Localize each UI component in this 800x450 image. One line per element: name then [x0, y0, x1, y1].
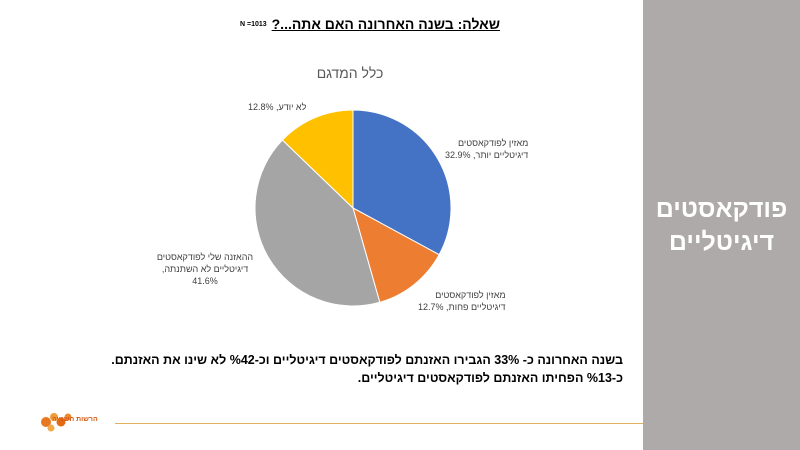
slice-label-less: מאזין לפודקאסטים דיגיטליים פחות, 12.7% — [418, 290, 506, 312]
slice-more — [352, 109, 452, 256]
slice-label-dont-know: לא יודע, 12.8% — [248, 102, 307, 112]
panel-title-line2: דיגיטליים — [668, 228, 775, 256]
summary-line1: בשנה האחרונה כ- 33% הגבירו האזנתם לפודקא… — [111, 353, 623, 367]
summary-text: בשנה האחרונה כ- 33% הגבירו האזנתם לפודקא… — [40, 351, 623, 387]
side-panel: פודקאסטים דיגיטליים — [643, 0, 800, 450]
footer-divider — [115, 423, 643, 424]
summary-line2: כ-%13 הפחיתו האזנתם לפודקאסטים דיגיטליים… — [357, 371, 623, 385]
slice-label-unchanged: ההאזנה שלי לפודקאסטים דיגיטליים לא השתנת… — [156, 252, 254, 286]
sample-size-label: N =1013 — [240, 21, 267, 28]
pie-chart — [254, 109, 452, 307]
question-heading: שאלה: בשנה האחרונה האם אתה...? — [271, 16, 500, 32]
chart-title: כלל המדגם — [316, 65, 384, 81]
slice-unchanged — [254, 139, 381, 307]
slice-dont-know — [281, 109, 354, 210]
panel-title-line1: פודקאסטים — [655, 195, 788, 223]
panel-title: פודקאסטים דיגיטליים — [643, 193, 800, 259]
logo-text: הרשות השנייה — [52, 416, 98, 423]
slice-less — [352, 206, 440, 303]
slice-label-more: מאזין לפודקאסטים דיגיטליים יותר, 32.9% — [445, 138, 529, 160]
logo-icon — [41, 413, 72, 432]
